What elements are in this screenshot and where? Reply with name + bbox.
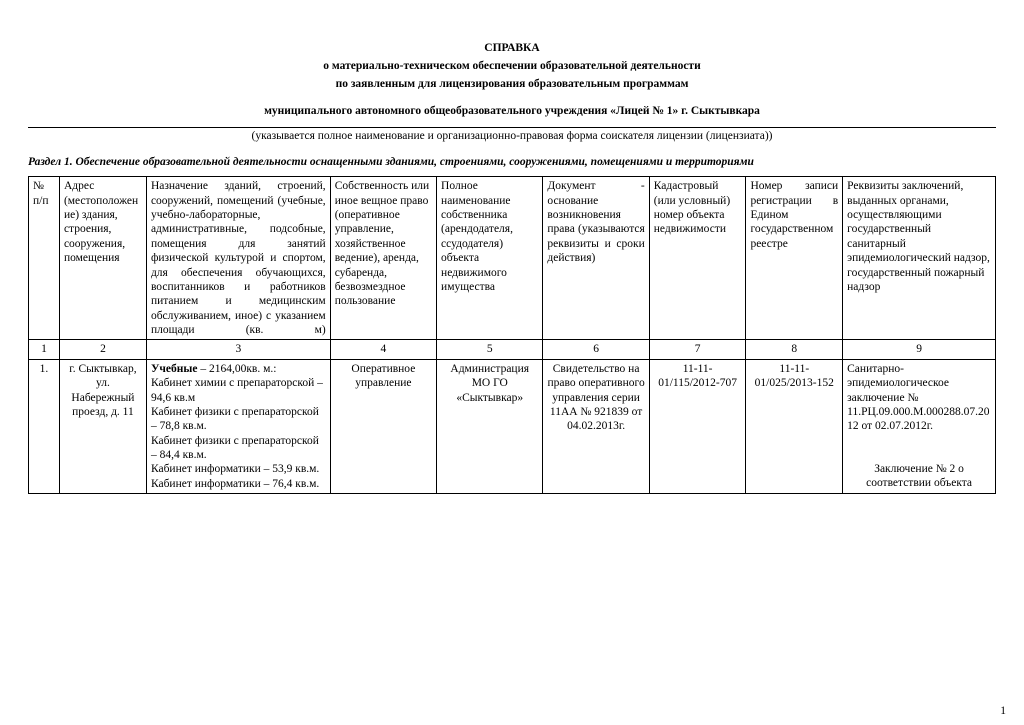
table-row: 1. г. Сыктывкар, ул. Набережный проезд, …	[29, 359, 996, 493]
cell-7: 11-11-01/115/2012-707	[649, 359, 746, 493]
cell-1: 1.	[29, 359, 60, 493]
colnum-3: 3	[146, 340, 330, 359]
section-1-title: Раздел 1. Обеспечение образовательной де…	[28, 156, 996, 168]
cell-2: г. Сыктывкар, ул. Набережный проезд, д. …	[59, 359, 146, 493]
colnum-5: 5	[437, 340, 543, 359]
cell-9b: Заключение № 2 о соответствии объекта	[847, 462, 991, 491]
col-header-1: № п/п	[29, 177, 60, 340]
main-table: № п/п Адрес (местоположение) здания, стр…	[28, 176, 996, 494]
cell-3: Учебные – 2164,00кв. м.: Кабинет химии с…	[146, 359, 330, 493]
title-block: СПРАВКА о материально-техническом обеспе…	[28, 40, 996, 121]
org-hint: (указывается полное наименование и орган…	[28, 130, 996, 142]
title-line-4: муниципального автономного общеобразоват…	[28, 103, 996, 121]
cell-8: 11-11-01/025/2013-152	[746, 359, 843, 493]
table-header-row: № п/п Адрес (местоположение) здания, стр…	[29, 177, 996, 340]
col-header-8: Номер записи регистрации в Едином госуда…	[746, 177, 843, 340]
colnum-1: 1	[29, 340, 60, 359]
colnum-4: 4	[330, 340, 436, 359]
colnum-8: 8	[746, 340, 843, 359]
col-header-7: Кадастровый (или условный) номер объекта…	[649, 177, 746, 340]
cell-9: Санитарно-эпидемиологическое заключение …	[843, 359, 996, 493]
cell-6: Свидетельство на право оперативного упра…	[543, 359, 649, 493]
title-line-3: по заявленным для лицензирования образов…	[28, 76, 996, 94]
cell-9a: Санитарно-эпидемиологическое заключение …	[847, 362, 991, 434]
colnum-9: 9	[843, 340, 996, 359]
colnum-6: 6	[543, 340, 649, 359]
document-page: СПРАВКА о материально-техническом обеспе…	[0, 0, 1024, 725]
table-number-row: 1 2 3 4 5 6 7 8 9	[29, 340, 996, 359]
cell-3-rest: – 2164,00кв. м.: Кабинет химии с препара…	[151, 363, 323, 490]
col-header-2: Адрес (местоположение) здания, строения,…	[59, 177, 146, 340]
col-header-3: Назначение зданий, строений, сооружений,…	[146, 177, 330, 340]
title-line-1: СПРАВКА	[28, 40, 996, 58]
col-header-5: Полное наименование собственника (арендо…	[437, 177, 543, 340]
page-number: 1	[1000, 705, 1006, 717]
col-header-9: Реквизиты заключений, выданных органами,…	[843, 177, 996, 340]
cell-4: Оперативное управление	[330, 359, 436, 493]
col-header-6: Документ - основание возникновения права…	[543, 177, 649, 340]
col-header-4: Собственность или иное вещное право (опе…	[330, 177, 436, 340]
title-line-2: о материально-техническом обеспечении об…	[28, 58, 996, 76]
cell-3-bold: Учебные	[151, 363, 198, 375]
divider	[28, 127, 996, 128]
colnum-7: 7	[649, 340, 746, 359]
colnum-2: 2	[59, 340, 146, 359]
cell-5: Администрация МО ГО «Сыктывкар»	[437, 359, 543, 493]
